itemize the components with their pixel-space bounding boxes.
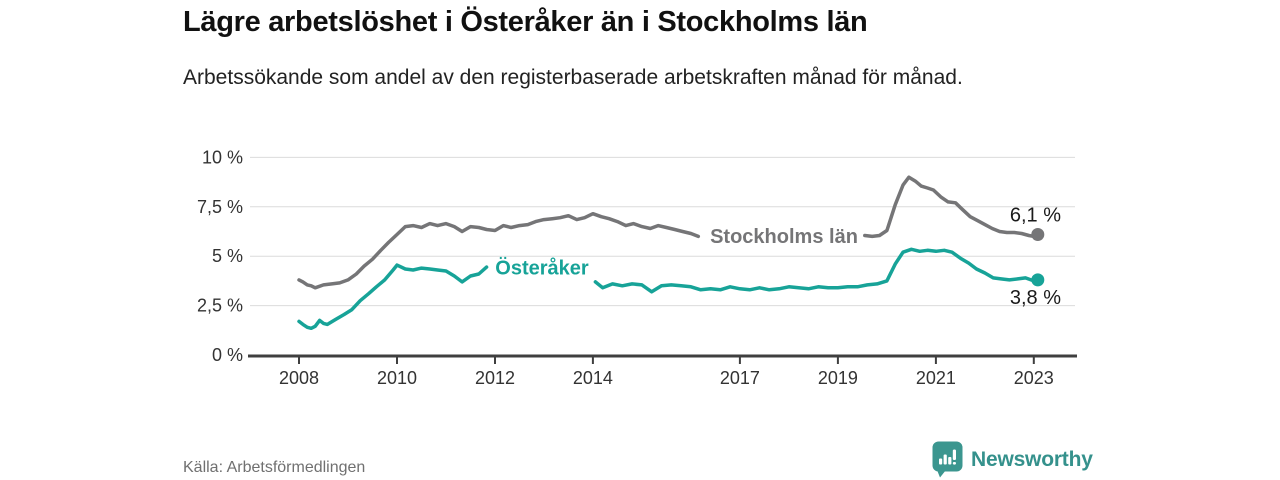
y-axis-tick-label: 10 % <box>202 147 243 167</box>
newsworthy-logo-link[interactable]: Newsworthy <box>932 441 1093 478</box>
end-dot-stockholms-län <box>1031 228 1045 241</box>
page-title: Lägre arbetslöshet i Österåker än i Stoc… <box>183 6 868 38</box>
x-axis-tick-label: 2008 <box>279 368 319 388</box>
series-label-österåker: Österåker <box>495 257 589 280</box>
x-axis-tick-label: 2017 <box>720 368 760 388</box>
series-label-stockholms-län: Stockholms län <box>710 226 858 248</box>
line-stockholms-län <box>863 175 1040 239</box>
x-axis-tick-label: 2012 <box>475 368 515 388</box>
end-value-label-stockholms-län: 6,1 % <box>1010 205 1061 227</box>
end-value-label-österåker: 3,8 % <box>1010 287 1061 309</box>
newsworthy-bar-chart-icon <box>932 441 963 478</box>
end-dot-österåker <box>1031 273 1045 287</box>
source-note: Källa: Arbetsförmedlingen <box>183 459 366 476</box>
x-axis-tick-label: 2010 <box>377 368 417 388</box>
chart-subtitle: Arbetssökande som andel av den registerb… <box>183 66 963 89</box>
y-axis-tick-label: 7,5 % <box>197 197 243 217</box>
x-axis-tick-label: 2023 <box>1014 368 1054 388</box>
line-österåker <box>593 247 1040 294</box>
line-österåker <box>297 263 489 331</box>
y-axis-tick-label: 0 % <box>212 345 243 365</box>
x-axis-tick-label: 2021 <box>916 368 956 388</box>
x-axis-tick-label: 2014 <box>573 368 613 388</box>
y-axis-tick-label: 5 % <box>212 246 243 266</box>
newsworthy-wordmark: Newsworthy <box>971 447 1093 471</box>
y-axis-tick-label: 2,5 % <box>197 296 243 316</box>
x-axis-tick-label: 2019 <box>818 368 858 388</box>
line-stockholms-län <box>297 211 701 290</box>
